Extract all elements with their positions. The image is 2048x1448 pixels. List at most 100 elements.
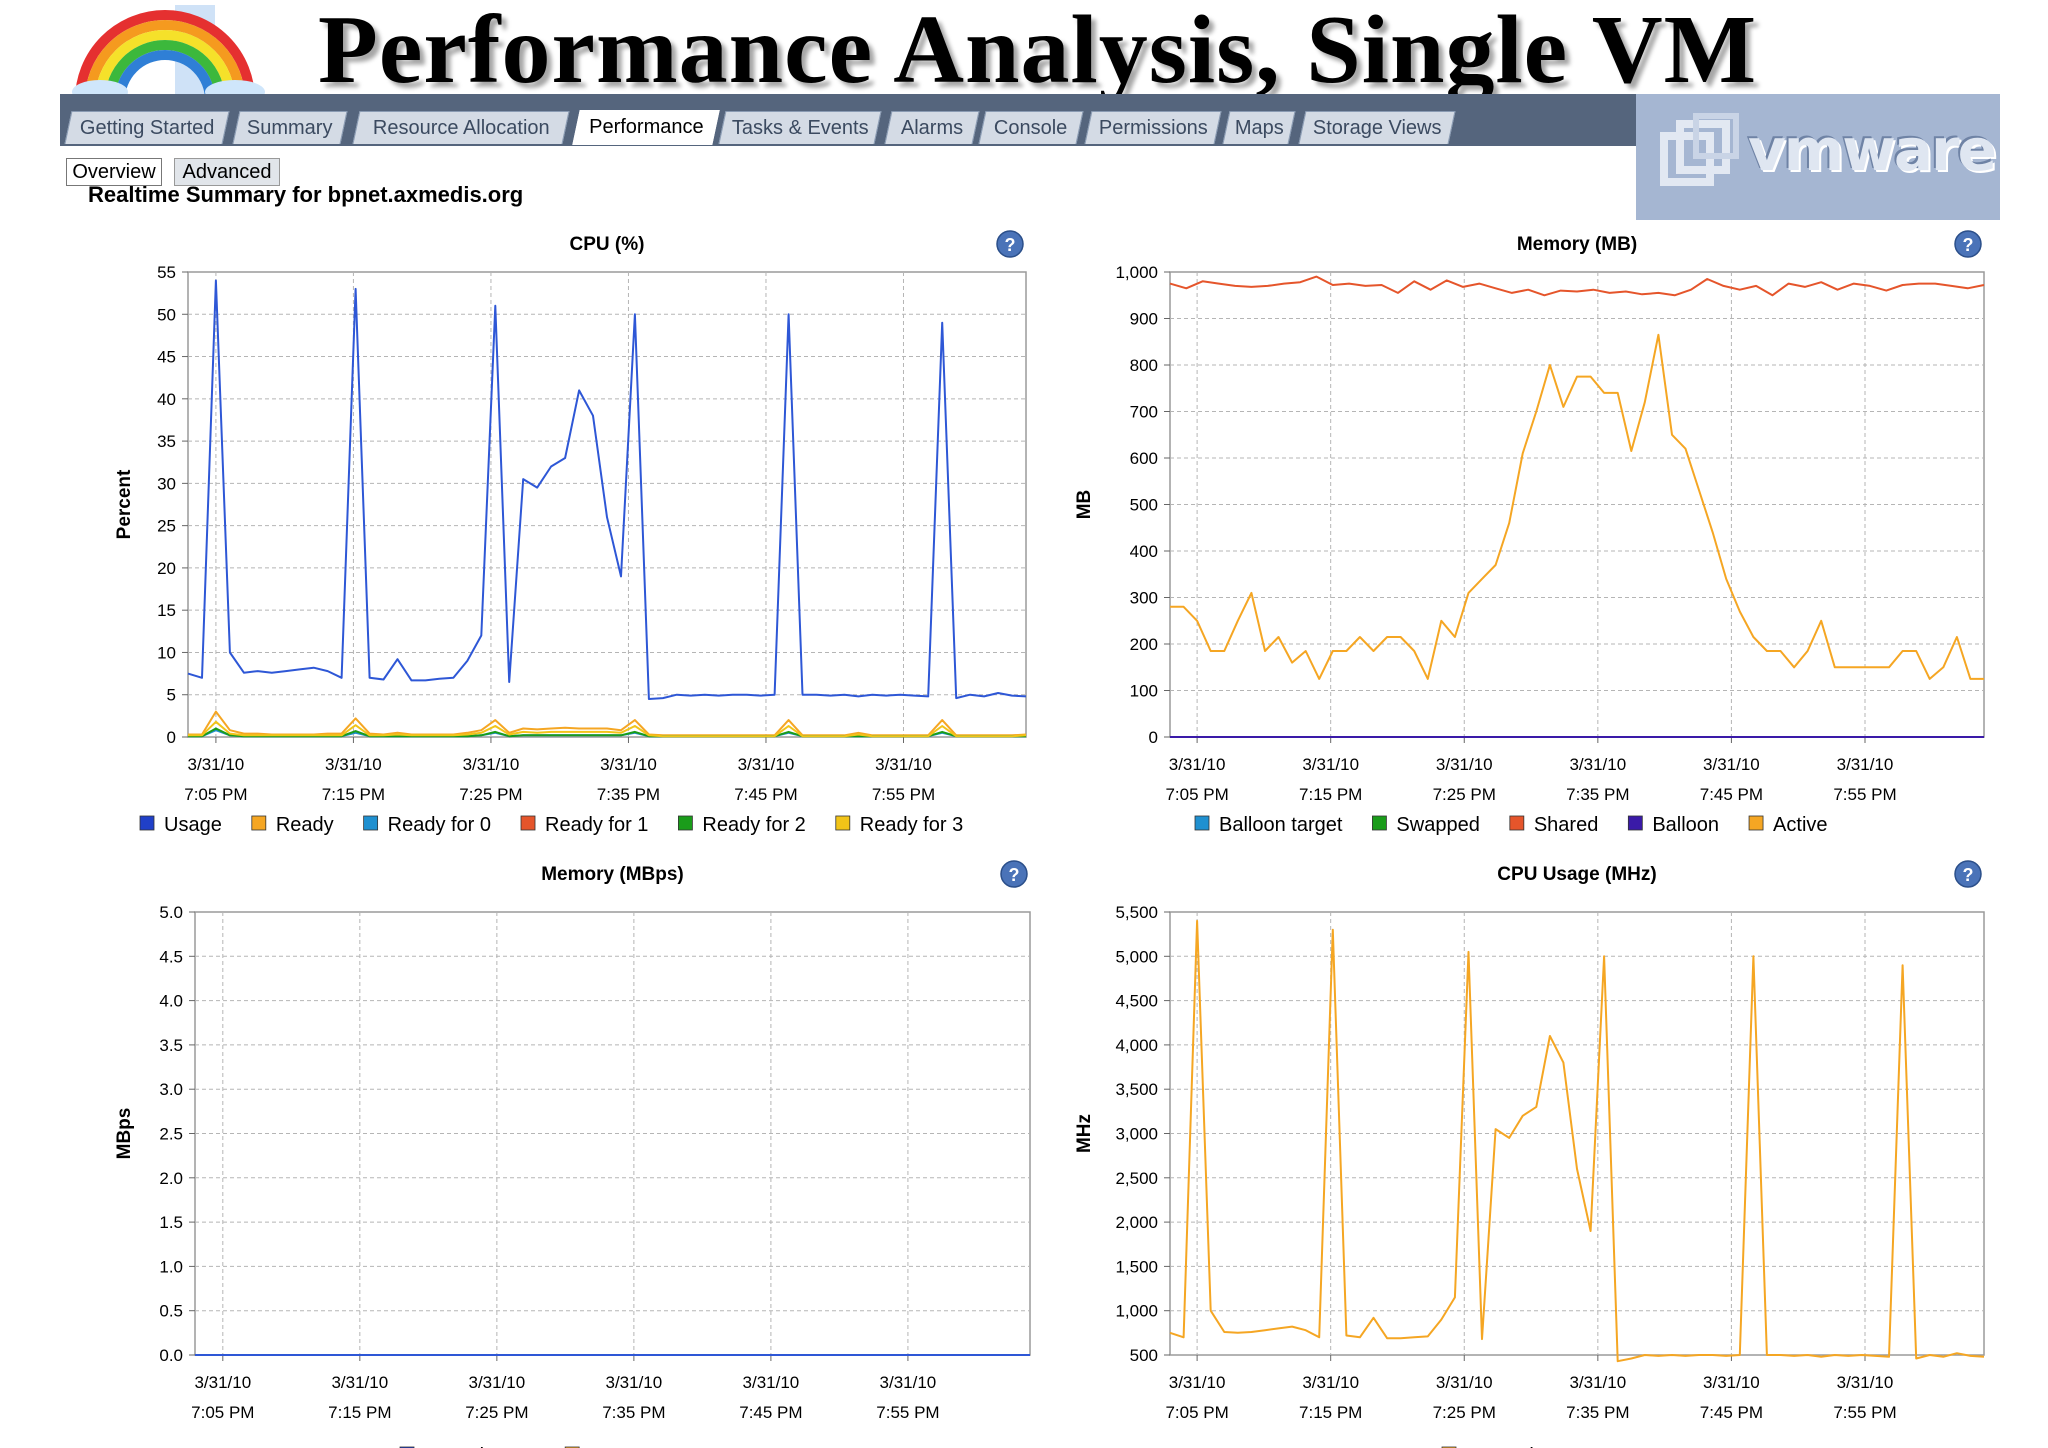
help-icon[interactable]: ? <box>1000 860 1028 888</box>
y-tick-label: 1.5 <box>159 1213 183 1232</box>
x-tick-time: 7:35 PM <box>597 785 660 804</box>
subtab-advanced[interactable]: Advanced <box>174 158 280 186</box>
slide-title: Performance Analysis, Single VM <box>318 0 1758 104</box>
y-tick-label: 35 <box>157 432 176 451</box>
x-tick-time: 7:25 PM <box>465 1403 528 1422</box>
y-tick-label: 4,500 <box>1115 992 1158 1011</box>
y-tick-label: 25 <box>157 517 176 536</box>
legend-label: Ready for 0 <box>388 814 491 836</box>
y-tick-label: 5,500 <box>1115 903 1158 922</box>
legend-swatch <box>139 815 155 831</box>
y-tick-label: 15 <box>157 601 176 620</box>
x-tick-date: 3/31/10 <box>1302 755 1359 774</box>
legend-label: Shared <box>1534 814 1599 836</box>
x-tick-time: 7:25 PM <box>1433 1403 1496 1422</box>
legend-swatch <box>835 815 851 831</box>
y-tick-label: 5.0 <box>159 903 183 922</box>
y-axis-label: MBps <box>114 1108 135 1160</box>
legend-label: Swap out rate <box>589 1445 712 1448</box>
x-tick-date: 3/31/10 <box>325 755 382 774</box>
legend-label: Swap in rate <box>424 1445 535 1448</box>
y-tick-label: 45 <box>157 348 176 367</box>
help-icon[interactable]: ? <box>996 230 1024 258</box>
chart-memory-mb: Memory (MB) ? 0 100 200 300 400 500 600 700 800 900… <box>1074 230 1985 836</box>
x-tick-date: 3/31/10 <box>1569 1373 1626 1392</box>
x-tick-time: 7:05 PM <box>184 785 247 804</box>
y-tick-label: 100 <box>1130 682 1158 701</box>
x-tick-date: 3/31/10 <box>1837 755 1894 774</box>
x-tick-date: 3/31/10 <box>188 755 245 774</box>
y-tick-label: 4,000 <box>1115 1036 1158 1055</box>
y-tick-label: 3,000 <box>1115 1125 1158 1144</box>
x-tick-time: 7:25 PM <box>459 785 522 804</box>
legend-swatch <box>1627 815 1643 831</box>
series-line-active <box>1170 333 1984 680</box>
y-tick-label: 2.5 <box>159 1125 183 1144</box>
y-tick-label: 2.0 <box>159 1169 183 1188</box>
chart-cpu-usage-mhz: CPU Usage (MHz) ? 500 1,000 1,500 2,000 2,500 3… <box>1074 860 1985 1448</box>
legend-label: Usage in MHz <box>1466 1445 1592 1448</box>
series-line-usage <box>187 279 1027 700</box>
y-tick-label: 500 <box>1130 1346 1158 1365</box>
chart-memory-mbps: Memory (MBps) ? 0.0 0.5 1.0 1.5 2.0 2.5 3.0 3.5 4.… <box>114 860 1031 1448</box>
x-tick-date: 3/31/10 <box>463 755 520 774</box>
y-tick-label: 10 <box>157 643 176 662</box>
series-line-ready-for-3 <box>188 720 1027 738</box>
legend-swatch <box>1372 815 1387 831</box>
y-tick-label: 20 <box>157 559 176 578</box>
y-tick-label: 4.0 <box>159 992 183 1011</box>
x-tick-time: 7:55 PM <box>1833 1403 1896 1422</box>
x-tick-time: 7:55 PM <box>876 1403 939 1422</box>
y-tick-label: 800 <box>1130 356 1158 375</box>
vmware-logo: vmware <box>1636 94 2000 220</box>
legend-swatch <box>1509 815 1525 831</box>
x-tick-time: 7:15 PM <box>1299 1403 1362 1422</box>
y-tick-label: 1,000 <box>1115 263 1158 282</box>
legend-swatch <box>251 815 267 831</box>
series-line-shared <box>1169 275 1985 297</box>
help-icon[interactable]: ? <box>1954 860 1982 888</box>
x-tick-date: 3/31/10 <box>1436 1373 1493 1392</box>
vmware-logo-text: vmware <box>1748 116 1997 184</box>
chart-title: CPU (%) <box>570 234 645 255</box>
x-tick-time: 7:45 PM <box>739 1403 802 1422</box>
help-icon[interactable]: ? <box>1954 230 1982 258</box>
y-tick-label: 500 <box>1130 496 1158 515</box>
y-tick-label: 900 <box>1130 310 1158 329</box>
svg-text:?: ? <box>1963 235 1974 255</box>
y-axis-label: MB <box>1074 490 1095 520</box>
y-tick-label: 200 <box>1130 635 1158 654</box>
legend-label: Balloon <box>1652 814 1719 836</box>
x-tick-time: 7:05 PM <box>1165 785 1228 804</box>
x-tick-time: 7:55 PM <box>1833 785 1896 804</box>
legend-swatch <box>1194 815 1210 831</box>
x-tick-time: 7:25 PM <box>1433 785 1496 804</box>
svg-text:?: ? <box>1009 865 1020 885</box>
x-tick-time: 7:35 PM <box>1566 1403 1629 1422</box>
y-tick-label: 5,000 <box>1115 947 1158 966</box>
x-tick-date: 3/31/10 <box>1703 1373 1760 1392</box>
subtab-overview[interactable]: Overview <box>66 158 162 186</box>
y-tick-label: 0 <box>1149 728 1158 747</box>
x-tick-date: 3/31/10 <box>1436 755 1493 774</box>
x-tick-date: 3/31/10 <box>738 755 795 774</box>
y-tick-label: 700 <box>1130 403 1158 422</box>
x-tick-time: 7:15 PM <box>328 1403 391 1422</box>
x-tick-date: 3/31/10 <box>331 1373 388 1392</box>
y-tick-label: 600 <box>1130 449 1158 468</box>
chart-title: Memory (MB) <box>1517 234 1637 255</box>
y-tick-label: 1.0 <box>159 1257 183 1276</box>
x-tick-date: 3/31/10 <box>875 755 932 774</box>
legend-swatch <box>1748 815 1764 831</box>
plot-area <box>187 271 1027 738</box>
x-tick-date: 3/31/10 <box>1703 755 1760 774</box>
chart-legend: Balloon target Swapped Shared Balloon Active <box>1194 814 1828 836</box>
series-line-usage-in-mhz <box>1169 919 1985 1363</box>
y-tick-label: 50 <box>157 305 176 324</box>
legend-label: Ready for 1 <box>545 814 648 836</box>
legend-label: Balloon target <box>1219 814 1343 836</box>
chart-title: Memory (MBps) <box>541 864 684 885</box>
y-tick-label: 1,500 <box>1115 1257 1158 1276</box>
y-tick-label: 3,500 <box>1115 1080 1158 1099</box>
legend-label: Ready <box>276 814 334 836</box>
